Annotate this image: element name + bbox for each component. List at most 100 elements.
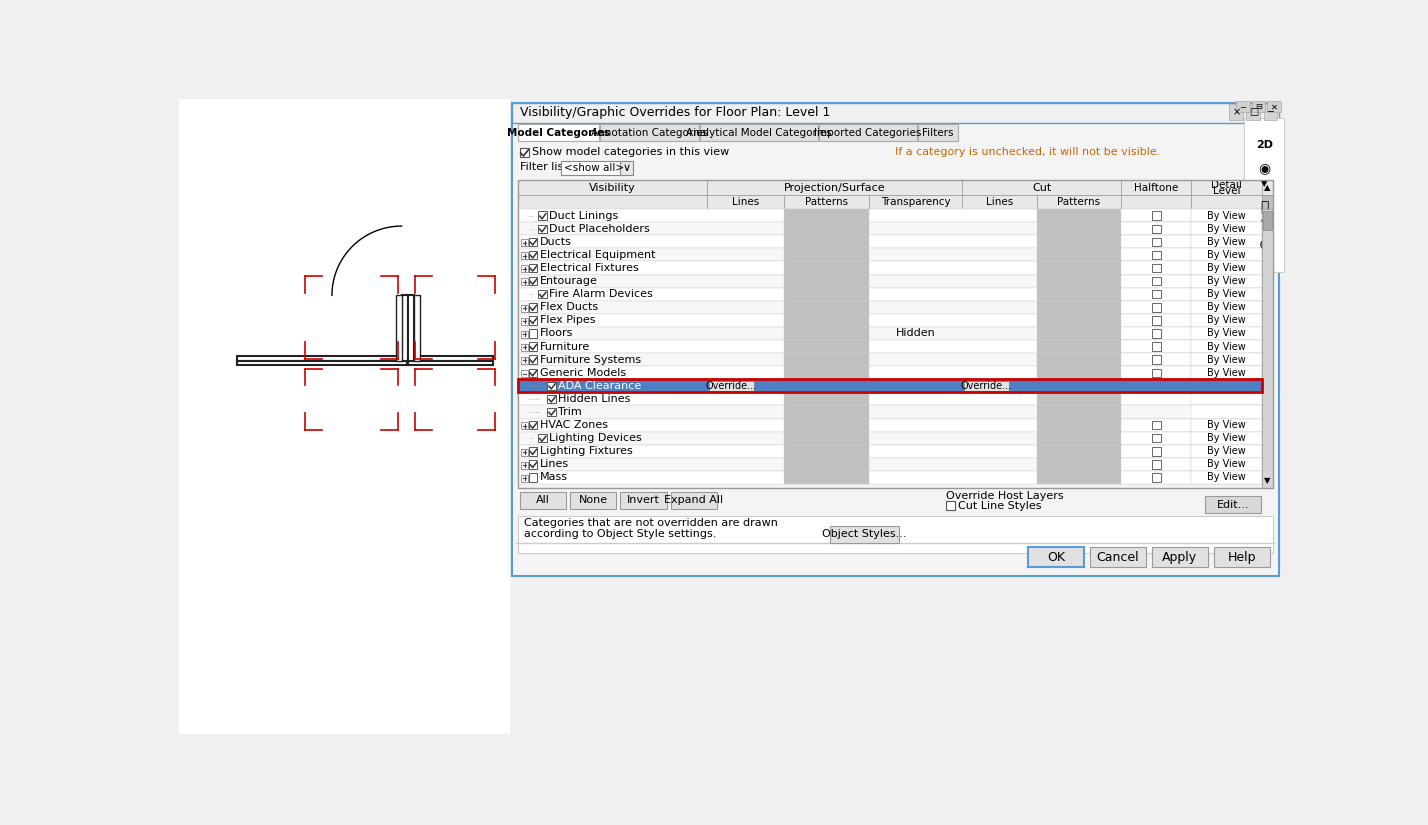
Bar	[520, 148, 528, 157]
Text: By View: By View	[1207, 290, 1245, 299]
Bar	[1121, 235, 1191, 248]
Bar	[518, 301, 1262, 314]
Text: Cut: Cut	[1032, 182, 1051, 192]
Text: By View: By View	[1207, 433, 1245, 443]
Bar	[1262, 473, 1272, 488]
Bar	[521, 266, 528, 272]
Bar	[528, 329, 537, 337]
Text: Cancel: Cancel	[1097, 550, 1140, 563]
Text: Entourage: Entourage	[540, 276, 597, 286]
Bar	[1037, 314, 1121, 327]
Bar	[784, 405, 868, 418]
Bar	[518, 180, 1272, 196]
Bar	[1121, 180, 1191, 196]
Bar	[784, 327, 868, 340]
Bar	[408, 295, 414, 361]
Text: By View: By View	[1207, 263, 1245, 273]
Text: By View: By View	[1207, 276, 1245, 286]
Text: By View: By View	[1207, 315, 1245, 325]
Bar	[1121, 340, 1191, 353]
Bar	[1152, 369, 1161, 377]
Bar	[518, 458, 1262, 471]
Bar	[1191, 196, 1262, 209]
Bar	[1037, 431, 1121, 445]
Bar	[538, 434, 547, 442]
Bar	[1191, 180, 1262, 196]
Bar	[521, 462, 528, 469]
Bar	[518, 418, 1262, 431]
Bar	[830, 526, 900, 543]
Bar	[1121, 209, 1191, 222]
Text: ▼: ▼	[1261, 179, 1268, 188]
Bar	[1152, 316, 1161, 324]
Bar	[818, 125, 917, 141]
Text: Transparency: Transparency	[881, 197, 950, 207]
Bar	[178, 99, 510, 734]
Text: 🔲: 🔲	[1259, 200, 1268, 214]
Bar	[1262, 327, 1272, 340]
Bar	[1262, 380, 1272, 393]
Bar	[1268, 101, 1281, 112]
Text: Invert: Invert	[627, 495, 660, 505]
Text: By View: By View	[1207, 237, 1245, 247]
Bar	[1191, 275, 1262, 288]
Bar	[784, 471, 868, 484]
Bar	[518, 125, 600, 141]
Bar	[518, 209, 1262, 222]
Text: Filters: Filters	[922, 128, 954, 138]
Bar	[518, 380, 1262, 393]
Bar	[518, 196, 1272, 209]
Bar	[518, 353, 1262, 366]
Bar	[511, 103, 1279, 123]
Bar	[1191, 222, 1262, 235]
Bar	[1262, 393, 1272, 405]
Bar	[408, 361, 493, 365]
Bar	[1262, 418, 1272, 431]
Bar	[1214, 547, 1269, 567]
Bar	[1037, 418, 1121, 431]
Bar	[1152, 251, 1161, 259]
Bar	[1037, 405, 1121, 418]
Bar	[1262, 196, 1272, 209]
Text: Detail: Detail	[1211, 180, 1242, 191]
Bar	[1191, 353, 1262, 366]
Text: Lines: Lines	[733, 197, 760, 207]
Bar	[1262, 366, 1272, 380]
Text: Lighting Devices: Lighting Devices	[548, 433, 641, 443]
Text: By View: By View	[1207, 342, 1245, 351]
Text: ×: ×	[1232, 107, 1241, 117]
Bar	[528, 369, 537, 377]
Text: Model Categories: Model Categories	[507, 128, 610, 138]
Bar	[1262, 314, 1272, 327]
Text: Categories that are not overridden are drawn
according to Object Style settings.: Categories that are not overridden are d…	[524, 518, 778, 540]
Bar	[964, 381, 1008, 391]
Text: Help: Help	[1228, 550, 1257, 563]
Bar	[1191, 288, 1262, 301]
Text: By View: By View	[1207, 250, 1245, 260]
Bar	[1262, 209, 1272, 222]
Bar	[1262, 353, 1272, 366]
Text: ▼: ▼	[1261, 218, 1268, 227]
Bar	[1037, 445, 1121, 458]
Text: ▲: ▲	[1264, 183, 1271, 192]
Text: By View: By View	[1207, 210, 1245, 220]
Text: HVAC Zones: HVAC Zones	[540, 420, 608, 430]
Bar	[1152, 547, 1208, 567]
Bar	[1037, 248, 1121, 262]
Bar	[1262, 262, 1272, 275]
Bar	[518, 248, 1262, 262]
Text: If a category is unchecked, it will not be visible.: If a category is unchecked, it will not …	[895, 147, 1161, 157]
Text: By View: By View	[1207, 460, 1245, 469]
Bar	[521, 252, 528, 259]
Bar	[1121, 288, 1191, 301]
Text: Fire Alarm Devices: Fire Alarm Devices	[548, 290, 653, 299]
Bar	[1262, 248, 1272, 262]
Bar	[1152, 264, 1161, 272]
Bar	[538, 290, 547, 299]
Bar	[518, 327, 1262, 340]
Bar	[401, 295, 408, 361]
Bar	[1152, 329, 1161, 337]
Bar	[521, 318, 528, 324]
Bar	[1121, 366, 1191, 380]
Bar	[945, 501, 955, 510]
